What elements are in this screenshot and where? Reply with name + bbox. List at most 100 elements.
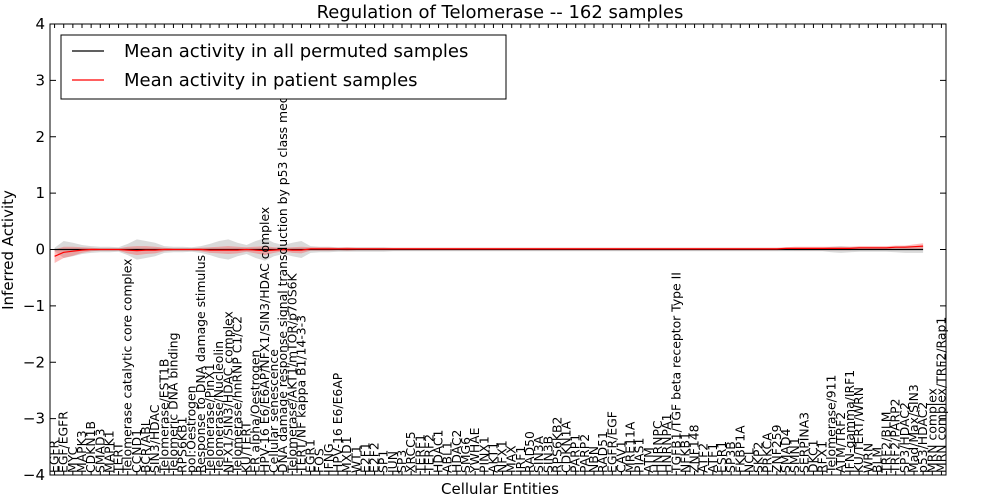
category-label: NFKB1 bbox=[677, 432, 692, 473]
category-label: SIN3B bbox=[540, 436, 555, 473]
category-label: TERT/NF kappa B1/14-3-3 bbox=[293, 315, 308, 474]
category-label: Telomerase catalytic core complex bbox=[120, 259, 135, 474]
category-label: BLM bbox=[869, 447, 884, 473]
category-label: HNRNPA1 bbox=[659, 413, 674, 473]
y-axis-label: Inferred Activity bbox=[0, 190, 17, 310]
category-label: KU/TERT bbox=[239, 421, 254, 473]
category-label: FKBP1A bbox=[732, 425, 747, 473]
x-axis-label: Cellular Entities bbox=[441, 480, 559, 498]
y-tick-label: 4 bbox=[35, 15, 45, 33]
category-label: ESR1 bbox=[714, 441, 729, 473]
y-tick-label: −4 bbox=[23, 466, 45, 484]
category-label: ATF1 bbox=[705, 443, 720, 473]
category-label: E2F2 bbox=[367, 442, 382, 473]
category-label: EGR1 bbox=[303, 439, 318, 473]
category-label: IRF1 bbox=[513, 446, 528, 473]
category-label: RPS6KB2 bbox=[549, 417, 564, 473]
category-label: XRCC5 bbox=[403, 431, 418, 473]
category-label: CCND1 bbox=[129, 429, 144, 473]
category-label: Telomerase/hnRNP C1/C2 bbox=[229, 316, 244, 474]
category-label: MXD1 bbox=[339, 436, 354, 473]
y-tick-label: 2 bbox=[35, 128, 45, 146]
y-ticks: −4 −3 −2 −1 0 1 2 3 4 bbox=[23, 15, 946, 484]
category-label: SKP2 bbox=[751, 442, 766, 473]
category-label: HDAC2 bbox=[449, 430, 464, 473]
category-label: TERT bbox=[111, 442, 126, 474]
category-label: RAD50 bbox=[522, 431, 537, 473]
category-label: TGFB1/TGF beta receptor Type II bbox=[668, 272, 683, 474]
category-label: BCR/ABL bbox=[138, 419, 153, 473]
legend-label-permuted: Mean activity in all permuted samples bbox=[124, 41, 468, 62]
category-label: DNA damage response signal transduction … bbox=[275, 66, 290, 473]
category-label: p53/HDAC2 bbox=[915, 402, 930, 473]
category-label: WT1 bbox=[348, 445, 363, 473]
category-label: SP3 bbox=[394, 450, 409, 473]
plot-frame bbox=[49, 23, 947, 476]
category-label: TRF2/PARP2 bbox=[888, 399, 903, 474]
category-label: ZNF259 bbox=[769, 424, 784, 473]
category-label: IFNG bbox=[321, 443, 336, 473]
category-label: SP3/HDAC2 bbox=[897, 402, 912, 473]
category-label: RAD51 bbox=[595, 431, 610, 473]
category-label: CAV1 bbox=[613, 440, 628, 473]
category-label: TERF2 bbox=[421, 434, 436, 474]
category-label: SP3B bbox=[723, 441, 738, 473]
category-label: Mad/Max/SIN3 bbox=[906, 384, 921, 473]
legend-box bbox=[60, 34, 507, 100]
y-tick-label: −3 bbox=[23, 410, 45, 428]
category-label: PRKCA bbox=[760, 432, 775, 473]
category-label: SP1 bbox=[376, 450, 391, 473]
category-label: Telomeric DNA binding bbox=[165, 332, 180, 474]
y-tick-label: −2 bbox=[23, 353, 45, 371]
category-label: MRN complex/TRF2/Rap1 bbox=[933, 317, 948, 473]
category-label: Response to DNA damage stimulus bbox=[193, 255, 208, 473]
y-tick-label: −1 bbox=[23, 297, 45, 315]
category-label: MYC bbox=[65, 447, 80, 473]
category-label: SIN3/HDAC bbox=[147, 405, 162, 473]
category-label: SIN3A bbox=[531, 435, 546, 473]
category-label: FOS bbox=[312, 448, 327, 473]
category-label: EGFR/EGF bbox=[604, 411, 619, 473]
category-label: ABL1 bbox=[440, 441, 455, 473]
category-label: PARP1 bbox=[568, 434, 583, 473]
category-label: AKT1 bbox=[485, 442, 500, 473]
legend: Mean activity in all permuted samples Me… bbox=[60, 34, 507, 100]
category-label: ER alpha/Oestrogen bbox=[248, 350, 263, 473]
category-label: PIAS1 bbox=[632, 438, 647, 473]
category-label: NFX1/SIN3/HDAC complex bbox=[220, 311, 235, 473]
category-label: CDKN1B bbox=[83, 421, 98, 473]
category-label: HDAC1 bbox=[431, 430, 446, 473]
category-label: ATF2 bbox=[696, 443, 711, 473]
y-tick-label: 0 bbox=[35, 241, 45, 259]
category-label: NBN bbox=[586, 446, 601, 473]
category-label: EGF/EGFR bbox=[56, 411, 71, 473]
category-label: Telomerase/Nucleolin bbox=[211, 341, 226, 474]
category-label: MAX bbox=[504, 445, 519, 473]
category-label: Telomerase/EST1B bbox=[156, 359, 171, 474]
category-label: SMAD3 bbox=[92, 429, 107, 473]
category-label: Cellular senescence bbox=[266, 349, 281, 473]
category-label: TRF2/BLM bbox=[879, 412, 894, 474]
category-label: SERPINA3 bbox=[796, 412, 811, 473]
y-tick-label: 1 bbox=[35, 184, 45, 202]
band-patient bbox=[54, 243, 924, 263]
category-label: MAPK3 bbox=[74, 430, 89, 473]
category-label: SMN1 bbox=[787, 437, 802, 473]
category-label: SMG6 bbox=[458, 437, 473, 473]
category-label: MRN complex bbox=[924, 388, 939, 473]
category-label: RFX1 bbox=[815, 441, 830, 473]
category-label: JUN bbox=[385, 451, 400, 474]
series-line-patient bbox=[54, 245, 924, 257]
category-labels: EGFREGF/EGFRMYCMAPK3CDKN1BSMAD3MAPK1TERT… bbox=[47, 24, 948, 475]
category-label: Telomerase/PinX1 bbox=[202, 363, 217, 474]
category-label: MAPK1 bbox=[101, 430, 116, 473]
series-lines bbox=[54, 245, 924, 257]
category-label: HPV-16 E6/E6AP bbox=[330, 372, 345, 473]
category-label: HNRNPC bbox=[650, 420, 665, 473]
category-label: PARP2 bbox=[577, 434, 592, 473]
category-label: pol:Oestrogen bbox=[184, 386, 199, 474]
legend-label-patient: Mean activity in patient samples bbox=[124, 70, 418, 91]
category-label: CDKN1A bbox=[559, 421, 574, 473]
category-label: WRN bbox=[860, 443, 875, 473]
